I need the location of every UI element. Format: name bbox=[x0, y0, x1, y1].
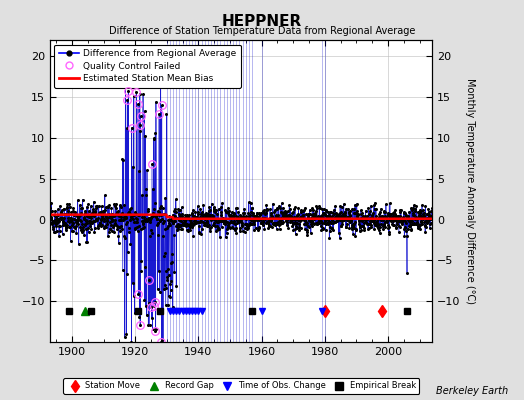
Text: Difference of Station Temperature Data from Regional Average: Difference of Station Temperature Data f… bbox=[109, 26, 415, 36]
Text: Berkeley Earth: Berkeley Earth bbox=[436, 386, 508, 396]
Legend: Station Move, Record Gap, Time of Obs. Change, Empirical Break: Station Move, Record Gap, Time of Obs. C… bbox=[63, 378, 419, 394]
Legend: Difference from Regional Average, Quality Control Failed, Estimated Station Mean: Difference from Regional Average, Qualit… bbox=[54, 44, 241, 88]
Text: HEPPNER: HEPPNER bbox=[222, 14, 302, 29]
Y-axis label: Monthly Temperature Anomaly Difference (°C): Monthly Temperature Anomaly Difference (… bbox=[465, 78, 475, 304]
